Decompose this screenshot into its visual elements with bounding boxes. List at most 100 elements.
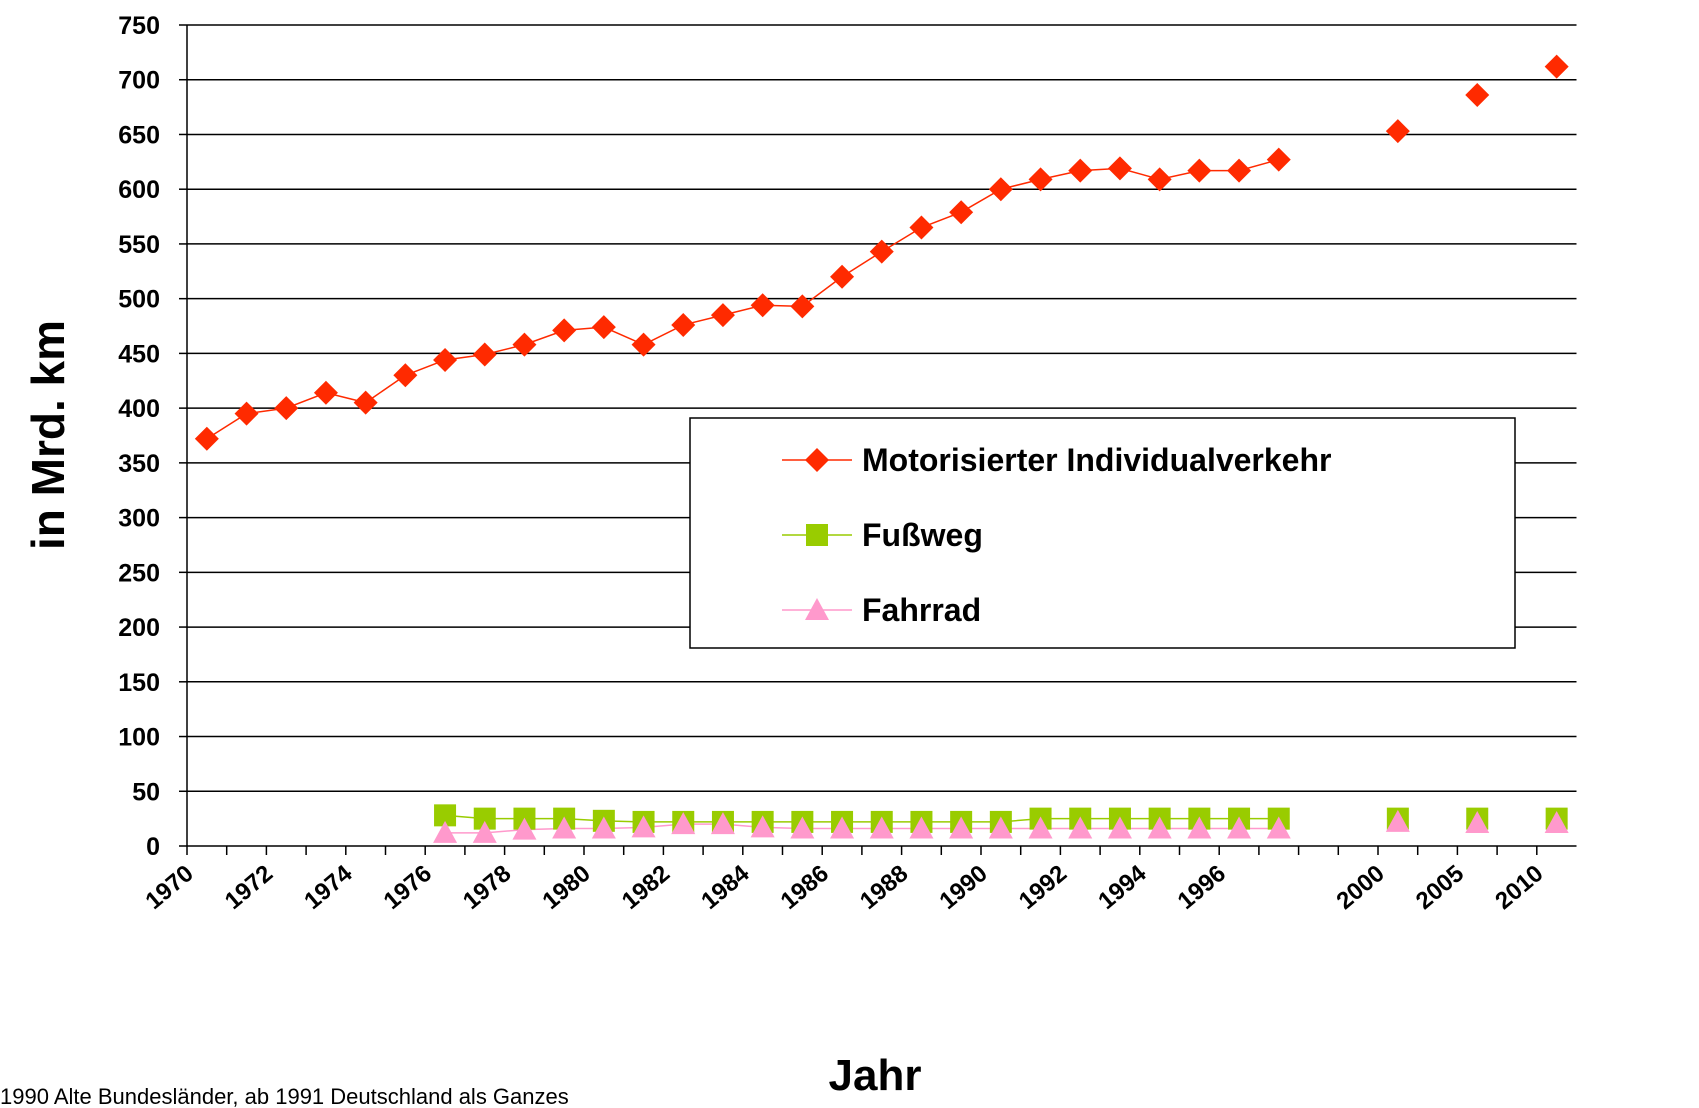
data-point <box>988 177 1013 202</box>
data-point <box>591 315 616 340</box>
x-tick-label: 1994 <box>1093 859 1152 914</box>
x-tick-label: 1978 <box>458 860 516 915</box>
data-point <box>790 816 815 839</box>
data-point <box>988 816 1013 839</box>
y-tick-label: 750 <box>118 12 160 40</box>
data-point <box>631 332 656 357</box>
data-point <box>313 380 338 405</box>
data-point <box>473 807 496 830</box>
y-tick-label: 600 <box>118 176 160 204</box>
data-point <box>552 318 577 343</box>
data-point <box>393 363 418 388</box>
data-point <box>1266 816 1291 839</box>
data-point <box>1544 54 1569 79</box>
x-tick-label: 1972 <box>220 860 278 915</box>
data-point <box>1028 167 1053 192</box>
data-point <box>434 804 457 827</box>
data-point <box>949 816 974 839</box>
y-tick-label: 50 <box>132 778 160 806</box>
data-point <box>750 815 775 838</box>
data-point <box>710 812 735 835</box>
y-axis-label: in Mrd. km <box>22 320 74 550</box>
data-point <box>234 401 259 426</box>
legend-label: Motorisierter Individualverkehr <box>862 442 1331 478</box>
data-point <box>1187 816 1212 839</box>
data-point <box>512 817 537 840</box>
data-point <box>1028 816 1053 839</box>
x-tick-label: 1986 <box>776 860 834 915</box>
y-tick-label: 700 <box>118 67 160 95</box>
data-point <box>830 816 855 839</box>
x-tick-label: 2005 <box>1411 860 1469 915</box>
x-tick-label: 1988 <box>855 860 913 915</box>
data-point <box>433 820 458 843</box>
data-point <box>472 342 497 367</box>
data-point <box>909 215 934 240</box>
data-point <box>710 303 735 328</box>
data-point <box>433 347 458 372</box>
y-tick-label: 300 <box>118 505 160 533</box>
x-axis-label: Jahr <box>829 1051 922 1100</box>
footnote: 1990 Alte Bundesländer, ab 1991 Deutschl… <box>0 1084 569 1108</box>
y-tick-label: 100 <box>118 724 160 752</box>
data-point <box>631 815 656 838</box>
data-point <box>1227 816 1252 839</box>
data-point <box>1147 816 1172 839</box>
data-point <box>949 200 974 225</box>
data-point <box>274 396 299 421</box>
data-point <box>1147 167 1172 192</box>
y-tick-label: 650 <box>118 121 160 149</box>
x-tick-label: 1996 <box>1173 860 1231 915</box>
y-tick-label: 550 <box>118 231 160 259</box>
x-tick-label: 1984 <box>696 859 755 914</box>
data-point <box>353 390 378 415</box>
data-point <box>1068 158 1093 183</box>
data-point <box>472 820 497 843</box>
data-point <box>830 264 855 289</box>
data-point <box>1227 158 1252 183</box>
y-tick-label: 250 <box>118 559 160 587</box>
x-tick-label: 1992 <box>1014 860 1072 915</box>
y-tick-label: 350 <box>118 450 160 478</box>
y-tick-label: 500 <box>118 286 160 314</box>
data-point <box>1266 147 1291 172</box>
data-point <box>869 816 894 839</box>
data-point <box>552 816 577 839</box>
data-point <box>1187 158 1212 183</box>
data-point <box>909 816 934 839</box>
data-point <box>194 426 219 451</box>
data-point <box>671 812 696 835</box>
data-point <box>1385 119 1410 144</box>
legend-label: Fußweg <box>862 517 983 553</box>
x-tick-label: 2010 <box>1490 860 1548 915</box>
data-point <box>869 239 894 264</box>
y-tick-label: 450 <box>118 340 160 368</box>
legend-marker <box>805 598 829 620</box>
data-point <box>1465 83 1490 108</box>
data-point <box>591 816 616 839</box>
data-point <box>512 332 537 357</box>
x-tick-label: 1974 <box>299 859 358 914</box>
y-tick-label: 200 <box>118 614 160 642</box>
data-point <box>790 294 815 319</box>
x-tick-label: 1970 <box>140 860 198 915</box>
x-tick-label: 1990 <box>934 860 992 915</box>
data-point <box>1544 811 1569 834</box>
x-tick-label: 2000 <box>1331 860 1389 915</box>
y-tick-label: 400 <box>118 395 160 423</box>
x-tick-label: 1980 <box>537 860 595 915</box>
y-tick-label: 150 <box>118 669 160 697</box>
data-point <box>1385 809 1410 832</box>
data-point <box>671 312 696 337</box>
legend-label: Fahrrad <box>862 592 981 628</box>
data-point <box>1465 811 1490 834</box>
data-point <box>1107 156 1132 181</box>
data-point <box>1107 816 1132 839</box>
data-point <box>750 293 775 318</box>
legend-marker <box>805 448 829 472</box>
data-point <box>1068 816 1093 839</box>
x-tick-label: 1976 <box>379 860 437 915</box>
y-tick-label: 0 <box>146 833 160 861</box>
